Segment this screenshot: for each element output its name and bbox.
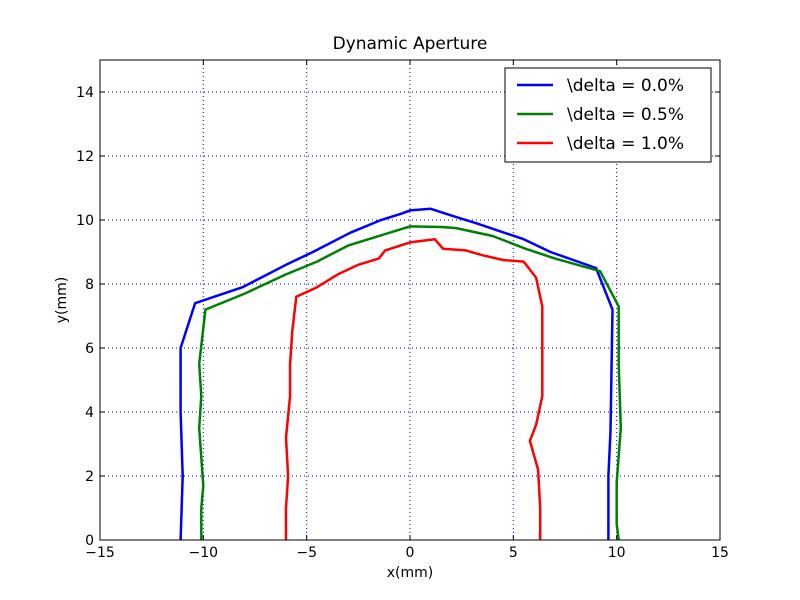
y-tick-label: 0 <box>85 533 94 549</box>
x-axis-label: x(mm) <box>387 565 433 581</box>
legend: \delta = 0.0% \delta = 0.5% \delta = 1.0% <box>504 67 712 163</box>
tick-labels: −15 −10 −5 0 5 10 15 0 2 4 6 8 10 12 14 <box>76 85 729 561</box>
x-tick-label: 10 <box>608 545 626 561</box>
series-line-1 <box>197 225 623 541</box>
y-tick-label: 2 <box>85 469 94 485</box>
x-tick-label: −15 <box>85 545 115 561</box>
series-line-2 <box>284 237 544 540</box>
y-tick-label: 10 <box>76 213 94 229</box>
x-tick-label: −5 <box>296 545 317 561</box>
series-lines <box>179 207 623 541</box>
y-axis-label: y(mm) <box>54 277 70 323</box>
x-tick-label: −10 <box>189 545 219 561</box>
x-tick-label: 15 <box>711 545 729 561</box>
ticks <box>99 60 721 541</box>
series-line-0 <box>179 207 614 541</box>
y-tick-label: 8 <box>85 277 94 293</box>
x-tick-label: 0 <box>406 545 415 561</box>
legend-label-2: \delta = 1.0% <box>567 134 684 154</box>
y-tick-label: 12 <box>76 149 94 165</box>
x-tick-label: 5 <box>509 545 518 561</box>
legend-label-0: \delta = 0.0% <box>567 76 684 96</box>
y-tick-label: 14 <box>76 85 94 101</box>
legend-label-1: \delta = 0.5% <box>567 105 684 125</box>
chart-title: Dynamic Aperture <box>333 34 488 54</box>
y-tick-label: 4 <box>85 405 94 421</box>
y-tick-label: 6 <box>85 341 94 357</box>
